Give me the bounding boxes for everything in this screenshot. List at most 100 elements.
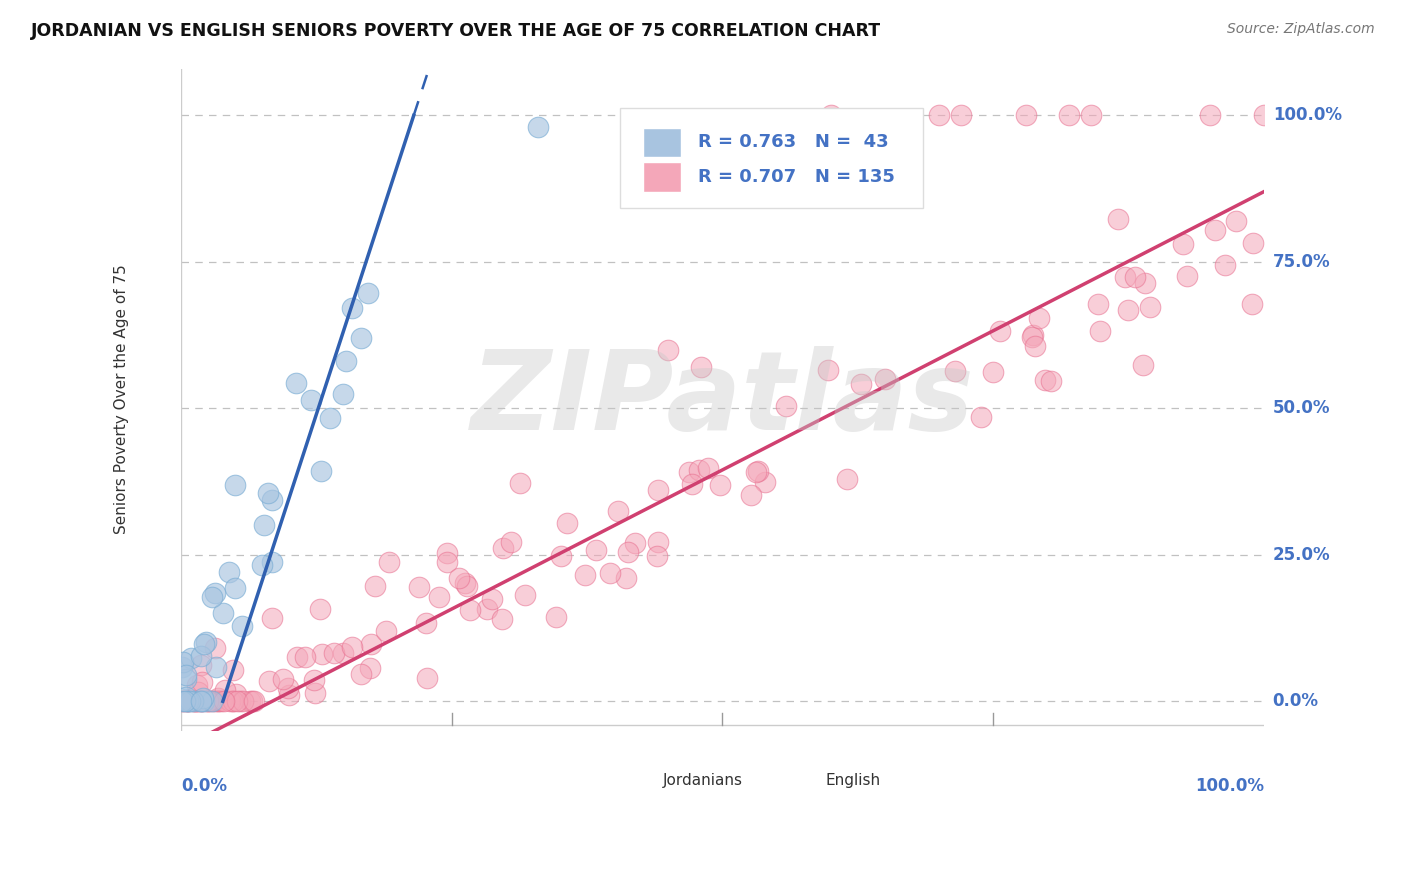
Point bbox=[225, 687, 247, 701]
Point bbox=[513, 588, 536, 602]
Point bbox=[190, 694, 212, 708]
Point bbox=[187, 685, 209, 699]
Point bbox=[198, 694, 221, 708]
Point bbox=[194, 635, 217, 649]
Point bbox=[1087, 297, 1109, 311]
Point bbox=[509, 475, 531, 490]
Point bbox=[689, 360, 711, 375]
Point bbox=[1033, 373, 1056, 387]
Point bbox=[256, 486, 278, 500]
Point bbox=[222, 664, 245, 678]
Point bbox=[491, 612, 513, 626]
Point bbox=[181, 694, 204, 708]
Point bbox=[174, 672, 197, 686]
Point bbox=[350, 667, 373, 681]
Point bbox=[1240, 297, 1263, 311]
Point bbox=[623, 536, 645, 550]
Point bbox=[308, 602, 330, 616]
Point bbox=[550, 549, 572, 563]
Point bbox=[747, 464, 769, 478]
Point bbox=[1139, 301, 1161, 315]
Point bbox=[849, 377, 872, 392]
Point bbox=[835, 472, 858, 486]
Point bbox=[179, 694, 201, 708]
Point bbox=[224, 582, 246, 596]
Point bbox=[342, 301, 364, 316]
Point bbox=[492, 541, 515, 555]
Text: R = 0.763   N =  43: R = 0.763 N = 43 bbox=[697, 134, 889, 152]
Point bbox=[745, 465, 768, 479]
Point bbox=[262, 611, 284, 625]
Point bbox=[285, 376, 308, 391]
Text: 0.0%: 0.0% bbox=[181, 777, 226, 795]
Point bbox=[277, 681, 299, 695]
Point bbox=[456, 579, 478, 593]
Point bbox=[1171, 237, 1194, 252]
Point bbox=[342, 640, 364, 654]
Point bbox=[454, 576, 477, 591]
Point bbox=[481, 592, 503, 607]
Text: English: English bbox=[825, 772, 880, 788]
Point bbox=[183, 694, 205, 708]
Point bbox=[1022, 328, 1045, 343]
Point bbox=[277, 688, 299, 702]
Point bbox=[820, 108, 842, 122]
Point bbox=[647, 483, 669, 497]
Text: 100.0%: 100.0% bbox=[1195, 777, 1264, 795]
Point bbox=[176, 694, 198, 708]
Point bbox=[187, 694, 209, 708]
Point bbox=[177, 694, 200, 708]
Point bbox=[232, 694, 254, 708]
Text: ZIPatlas: ZIPatlas bbox=[471, 346, 974, 453]
Text: 75.0%: 75.0% bbox=[1272, 253, 1330, 271]
Point bbox=[1253, 108, 1275, 122]
Point bbox=[173, 694, 195, 708]
Point bbox=[350, 331, 373, 345]
Point bbox=[170, 660, 193, 674]
Point bbox=[191, 690, 214, 705]
Point bbox=[1088, 324, 1111, 338]
Point bbox=[311, 647, 333, 661]
Point bbox=[204, 694, 226, 708]
Point bbox=[294, 649, 316, 664]
Text: R = 0.707   N = 135: R = 0.707 N = 135 bbox=[697, 168, 894, 186]
Point bbox=[408, 580, 430, 594]
Point bbox=[988, 324, 1011, 338]
Point bbox=[364, 579, 387, 593]
Point bbox=[332, 387, 354, 401]
Point bbox=[949, 108, 972, 122]
Point bbox=[1057, 108, 1080, 122]
Point bbox=[319, 411, 342, 425]
Point bbox=[239, 694, 262, 708]
Point bbox=[184, 694, 207, 708]
Point bbox=[359, 661, 381, 675]
Point bbox=[617, 544, 640, 558]
Point bbox=[211, 606, 233, 620]
Point bbox=[415, 616, 437, 631]
Point bbox=[190, 658, 212, 673]
Point bbox=[527, 120, 550, 135]
Point bbox=[1199, 108, 1222, 122]
Point bbox=[243, 694, 266, 708]
Point bbox=[191, 674, 214, 689]
Point bbox=[193, 694, 215, 708]
Point bbox=[436, 555, 458, 569]
Point bbox=[222, 694, 245, 708]
Point bbox=[585, 542, 607, 557]
Point bbox=[262, 556, 284, 570]
Point bbox=[172, 655, 194, 669]
Point bbox=[240, 694, 263, 708]
Point bbox=[205, 659, 228, 673]
Point bbox=[1021, 329, 1043, 343]
Point bbox=[224, 477, 246, 491]
Point bbox=[544, 609, 567, 624]
Point bbox=[190, 649, 212, 664]
Point bbox=[970, 409, 993, 424]
Point bbox=[204, 641, 226, 656]
Point bbox=[229, 694, 252, 708]
Point bbox=[195, 694, 218, 708]
Point bbox=[201, 694, 224, 708]
Point bbox=[231, 619, 253, 633]
Point bbox=[458, 603, 481, 617]
Point bbox=[212, 694, 235, 708]
